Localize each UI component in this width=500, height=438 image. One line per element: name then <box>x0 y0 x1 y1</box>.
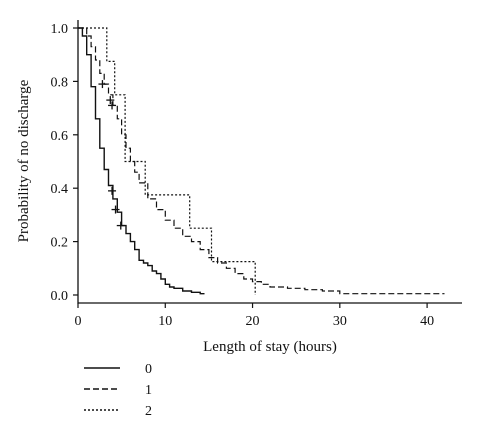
y-axis-label: Probability of no discharge <box>16 79 32 242</box>
axis-frame <box>77 20 462 304</box>
x-axis-ticks: 0 10 20 30 40 <box>75 303 434 329</box>
y-tick-label: 0.2 <box>51 236 69 251</box>
x-axis-label: Length of stay (hours) <box>203 339 337 355</box>
y-tick-label: 0.4 <box>51 182 69 197</box>
series-layer <box>78 27 445 295</box>
censor-mark <box>98 80 107 89</box>
censor-mark <box>106 96 115 105</box>
censor-mark <box>108 101 117 110</box>
y-tick-label: 0.0 <box>51 289 69 304</box>
legend: 0 1 2 <box>84 362 152 419</box>
censor-mark <box>108 186 117 195</box>
censor-mark <box>111 205 120 214</box>
x-tick-label: 10 <box>158 314 172 329</box>
censor-mark <box>116 221 125 230</box>
series-line-2 <box>78 27 256 295</box>
legend-item-0: 0 <box>84 362 152 377</box>
legend-item-1: 1 <box>84 383 152 398</box>
series-line-0 <box>78 27 205 295</box>
plot-area: 0 10 20 30 40 0.0 0.2 0.4 0.6 0.8 1.0 <box>51 20 462 329</box>
y-tick-label: 0.8 <box>51 75 69 90</box>
x-tick-label: 20 <box>246 314 260 329</box>
y-axis-ticks: 0.0 0.2 0.4 0.6 0.8 1.0 <box>51 22 78 304</box>
x-tick-label: 30 <box>333 314 347 329</box>
x-tick-label: 0 <box>75 314 82 329</box>
y-tick-label: 1.0 <box>51 22 69 37</box>
x-tick-label: 40 <box>420 314 434 329</box>
series-line-1 <box>78 27 445 295</box>
y-tick-label: 0.6 <box>51 129 69 144</box>
legend-label: 0 <box>145 362 152 377</box>
legend-label: 1 <box>145 383 152 398</box>
legend-label: 2 <box>145 404 152 419</box>
legend-item-2: 2 <box>84 404 152 419</box>
